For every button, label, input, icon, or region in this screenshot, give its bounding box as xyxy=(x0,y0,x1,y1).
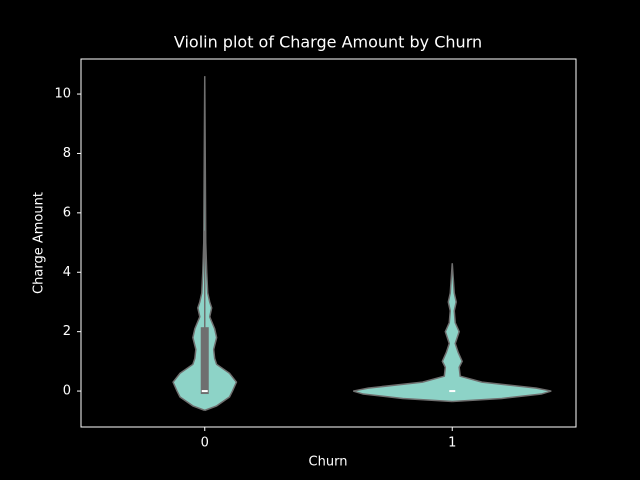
violin-outline xyxy=(353,263,453,403)
x-tick-label: 0 xyxy=(201,436,209,451)
violin-outline xyxy=(451,263,552,403)
y-axis-label: Charge Amount xyxy=(32,192,47,294)
chart-title: Violin plot of Charge Amount by Churn xyxy=(174,33,482,52)
x-tick-label: 1 xyxy=(448,436,456,451)
y-tick-label: 10 xyxy=(54,87,71,102)
violin-outline xyxy=(172,76,206,412)
y-tick-label: 8 xyxy=(63,146,71,161)
y-tick-label: 0 xyxy=(63,384,71,399)
box xyxy=(200,327,209,395)
violin-outline xyxy=(204,76,238,412)
y-tick-label: 6 xyxy=(63,205,71,220)
violin-body xyxy=(353,263,552,402)
plot-frame xyxy=(80,58,577,428)
y-tick-label: 4 xyxy=(63,265,71,280)
y-tick-label: 2 xyxy=(63,324,71,339)
x-axis-label: Churn xyxy=(309,455,348,470)
